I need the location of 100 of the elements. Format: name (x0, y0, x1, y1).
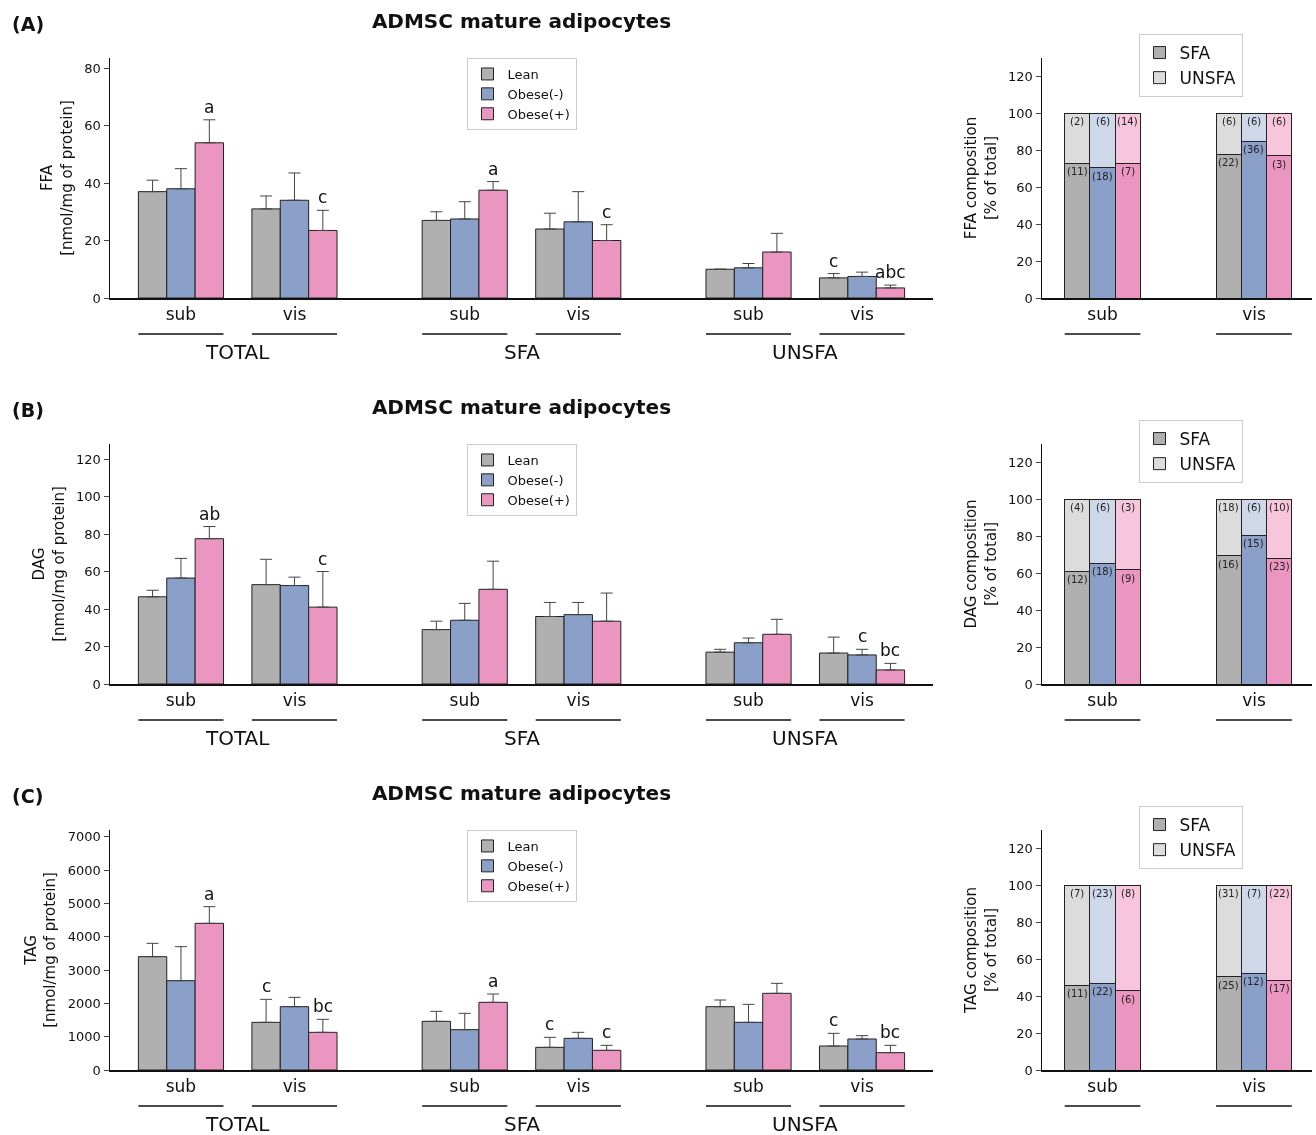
text: SFA (504, 726, 541, 750)
annotation: (22) (1218, 157, 1239, 168)
y-tick-label: 60 (1016, 951, 1033, 967)
y-tick-label: 40 (84, 175, 101, 191)
y-tick-label: 3000 (67, 962, 101, 978)
text: UNSFA (772, 1112, 838, 1135)
y-tick-label: 80 (84, 60, 101, 76)
y-tick-label: 40 (1016, 988, 1033, 1004)
y-tick-label: 120 (76, 451, 101, 467)
legend-label: Lean (507, 839, 539, 855)
annotation: (6) (1222, 116, 1237, 127)
annotation: (3) (1121, 502, 1136, 513)
text: TOTAL (205, 340, 271, 364)
annotation: (14) (1117, 116, 1138, 127)
x-tick-label: vis (282, 1075, 307, 1096)
data-label: abc (875, 262, 906, 282)
y-tick-label: 80 (1016, 142, 1033, 158)
annotation: (11) (1067, 166, 1088, 177)
data-label: c (602, 202, 612, 222)
x-tick-label: sub (1087, 1075, 1118, 1096)
data-label: bc (313, 996, 334, 1016)
y-tick-label: 40 (1016, 602, 1033, 618)
y-tick-label: 120 (1008, 841, 1033, 857)
annotation: (25) (1218, 980, 1239, 991)
y-axis-title: DAG composition [% of total] (962, 499, 1000, 629)
y-tick-label: 0 (92, 676, 101, 692)
annotation: (6) (1272, 116, 1287, 127)
y-tick-label: 100 (1008, 491, 1033, 507)
y-axis-title: TAG [nmol/mg of protein] (21, 872, 60, 1028)
legend-label: Lean (507, 453, 539, 469)
annotation: (16) (1218, 559, 1239, 570)
annotation: (10) (1269, 502, 1290, 513)
y-tick-label: 20 (1016, 253, 1033, 269)
annotation: (15) (1243, 538, 1264, 549)
annotation: (12) (1067, 574, 1088, 585)
legend-label: Lean (507, 67, 539, 83)
x-tick-label: sub (733, 1075, 764, 1096)
legend-label: SFA (1179, 429, 1211, 450)
annotation: (18) (1218, 502, 1239, 513)
x-tick-label: vis (566, 1075, 591, 1096)
y-axis-title: FFA [nmol/mg of protein] (38, 100, 76, 256)
data-label: a (488, 159, 499, 179)
x-tick-label: vis (282, 689, 307, 710)
annotation: (6) (1121, 994, 1136, 1005)
data-label: c (829, 251, 839, 271)
y-tick-label: 40 (84, 601, 101, 617)
y-tick-label: 0 (92, 290, 101, 306)
annotation: (18) (1092, 566, 1113, 577)
x-tick-label: vis (850, 1075, 875, 1096)
x-tick-label: sub (165, 689, 197, 710)
data-label: ab (199, 504, 221, 524)
legend-label: Obese(+) (507, 878, 570, 894)
annotation: (23) (1092, 888, 1113, 899)
x-tick-label: sub (1087, 689, 1118, 710)
y-tick-label: 7000 (67, 829, 101, 845)
annotation: (22) (1269, 888, 1290, 899)
annotation: (12) (1243, 976, 1264, 987)
legend-label: UNSFA (1179, 840, 1236, 861)
x-tick-label: sub (733, 303, 764, 324)
annotation: (3) (1272, 159, 1287, 170)
x-tick-label: vis (566, 689, 591, 710)
x-tick-label: vis (1242, 1075, 1266, 1096)
annotation: (8) (1121, 888, 1136, 899)
data-label: c (602, 1022, 612, 1042)
y-tick-label: 100 (1008, 105, 1033, 121)
y-tick-label: 60 (84, 118, 101, 134)
annotation: (23) (1269, 561, 1290, 572)
y-tick-label: 100 (1008, 877, 1033, 893)
x-tick-label: sub (449, 689, 480, 710)
y-tick-label: 4000 (67, 929, 101, 945)
x-tick-label: sub (1087, 303, 1118, 324)
y-tick-label: 5000 (67, 895, 101, 911)
x-tick-label: sub (449, 1075, 480, 1096)
x-tick-label: sub (165, 1075, 197, 1096)
legend-label: SFA (1179, 815, 1211, 836)
chart-title: ADMSC mature adipocytes (371, 9, 672, 33)
y-axis-title: DAG [nmol/mg of protein] (30, 486, 68, 642)
text: UNSFA (772, 340, 838, 364)
data-label: c (318, 549, 328, 569)
y-tick-label: 0 (1024, 290, 1033, 306)
legend-label: Obese(+) (507, 492, 570, 508)
annotation: (7) (1121, 166, 1136, 177)
y-tick-label: 0 (1024, 676, 1033, 692)
text: (A) (12, 13, 45, 35)
y-tick-label: 80 (1016, 528, 1033, 544)
annotation: (6) (1247, 502, 1262, 513)
y-tick-label: 0 (1024, 1062, 1033, 1078)
text: SFA (504, 340, 541, 364)
data-label: a (204, 884, 215, 904)
y-tick-label: 60 (84, 564, 101, 580)
annotation: (18) (1092, 171, 1113, 182)
data-label: a (204, 97, 215, 117)
chart-title: ADMSC mature adipocytes (371, 395, 672, 419)
data-label: c (858, 626, 868, 646)
annotation: (17) (1269, 983, 1290, 994)
legend-label: UNSFA (1179, 454, 1236, 475)
y-tick-label: 20 (84, 233, 101, 249)
annotation: (7) (1247, 888, 1262, 899)
y-tick-label: 100 (76, 489, 101, 505)
y-tick-label: 2000 (67, 995, 101, 1011)
